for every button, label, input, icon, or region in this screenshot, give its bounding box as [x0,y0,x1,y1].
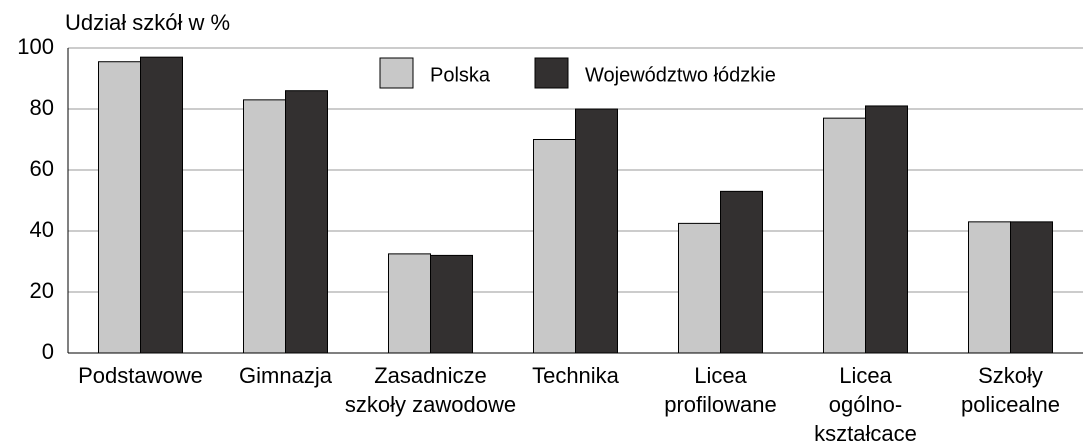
legend-swatch [534,57,569,89]
bar [285,90,328,354]
y-tick-label: 0 [42,339,54,364]
bar [575,108,618,354]
y-tick-label: 40 [30,217,54,242]
legend-label: Województwo łódzkie [585,64,776,86]
bar [140,56,183,354]
x-tick-label: Technika [532,363,620,388]
x-tick-label: Gimnazja [239,363,333,388]
x-tick-label: ogólno- [829,392,902,417]
x-tick-label: Zasadnicze [374,363,487,388]
bar [823,117,866,354]
bar [533,139,576,354]
x-tick-label: Podstawowe [78,363,203,388]
y-tick-label: 80 [30,95,54,120]
legend-label: Polska [430,64,491,86]
bar [243,99,286,354]
y-tick-label: 20 [30,278,54,303]
x-tick-label: szkoły zawodowe [345,392,516,417]
bar [865,105,908,354]
y-tick-label: 100 [17,34,54,59]
x-tick-label: kształcace [814,421,917,443]
bar [968,221,1011,354]
y-tick-label: 60 [30,156,54,181]
bar [678,222,721,354]
x-tick-label: policealne [961,392,1060,417]
y-axis-title: Udział szkół w % [65,10,230,35]
bar [98,61,141,354]
x-tick-label: profilowane [664,392,777,417]
bar [1010,221,1053,354]
bar [388,253,431,354]
bar [720,190,763,354]
x-tick-label: Licea [694,363,747,388]
x-tick-label: Szkoły [978,363,1043,388]
bar [430,254,473,354]
x-tick-label: Licea [839,363,892,388]
legend-swatch [379,57,414,89]
